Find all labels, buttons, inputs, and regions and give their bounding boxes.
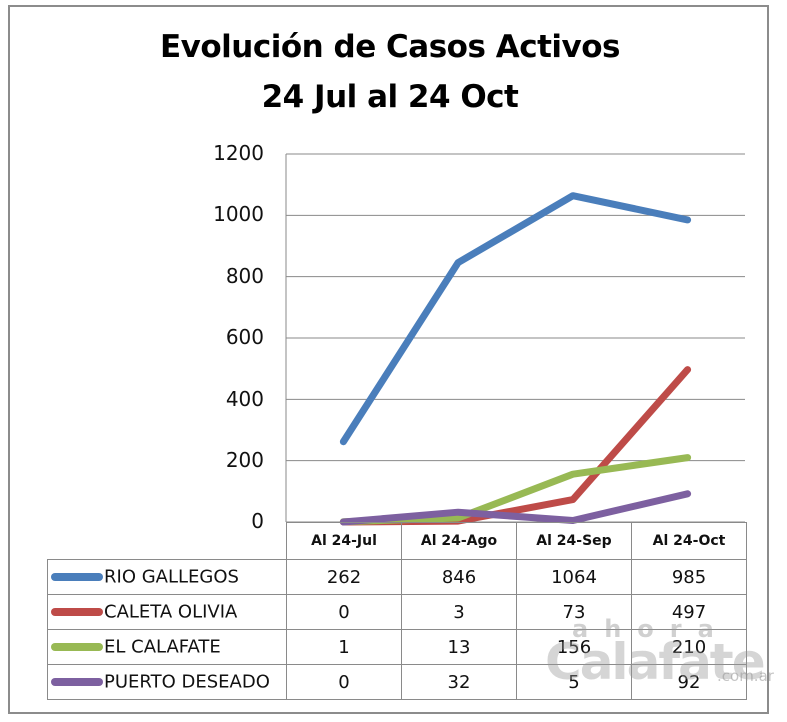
table-cell: 5 bbox=[516, 664, 632, 700]
series-label: EL CALAFATE bbox=[104, 636, 221, 658]
column-header: Al 24-Oct bbox=[631, 522, 747, 560]
table-cell: 32 bbox=[401, 664, 517, 700]
table-corner bbox=[47, 522, 287, 560]
legend-entry: RIO GALLEGOS bbox=[47, 559, 287, 595]
legend-swatch-icon bbox=[51, 608, 103, 617]
gridlines bbox=[285, 153, 745, 523]
table-cell: 92 bbox=[631, 664, 747, 700]
legend-entry: CALETA OLIVIA bbox=[47, 594, 287, 630]
chart-title-line2: 24 Jul al 24 Oct bbox=[261, 79, 519, 115]
table-cell: 1 bbox=[286, 629, 402, 665]
series-line bbox=[339, 490, 692, 526]
table-row: RIO GALLEGOS 262 846 1064 985 bbox=[47, 559, 747, 595]
table-cell: 13 bbox=[401, 629, 517, 665]
table-cell: 497 bbox=[631, 594, 747, 630]
table-cell: 1064 bbox=[516, 559, 632, 595]
legend-entry: PUERTO DESEADO bbox=[47, 664, 287, 700]
y-tick-label: 200 bbox=[225, 448, 264, 472]
legend-entry: EL CALAFATE bbox=[47, 629, 287, 665]
table-row: CALETA OLIVIA 0 3 73 497 bbox=[47, 594, 747, 630]
series-label: PUERTO DESEADO bbox=[104, 671, 270, 693]
column-header: Al 24-Jul bbox=[286, 522, 402, 560]
table-cell: 262 bbox=[286, 559, 402, 595]
chart-title: Evolución de Casos Activos 24 Jul al 24 … bbox=[0, 22, 780, 122]
series-line bbox=[339, 192, 692, 446]
y-tick-label: 800 bbox=[225, 264, 264, 288]
table-cell: 73 bbox=[516, 594, 632, 630]
series-lines bbox=[339, 192, 692, 526]
table-header-row: Al 24-Jul Al 24-Ago Al 24-Sep Al 24-Oct bbox=[47, 522, 747, 560]
legend-swatch-icon bbox=[51, 678, 103, 687]
series-label: RIO GALLEGOS bbox=[104, 566, 239, 588]
table-cell: 3 bbox=[401, 594, 517, 630]
legend-swatch-icon bbox=[51, 573, 103, 582]
table-cell: 0 bbox=[286, 664, 402, 700]
table-cell: 0 bbox=[286, 594, 402, 630]
table-cell: 156 bbox=[516, 629, 632, 665]
table-cell: 846 bbox=[401, 559, 517, 595]
table-row: PUERTO DESEADO 0 32 5 92 bbox=[47, 664, 747, 700]
table-row: EL CALAFATE 1 13 156 210 bbox=[47, 629, 747, 665]
column-header: Al 24-Sep bbox=[516, 522, 632, 560]
data-table: Al 24-Jul Al 24-Ago Al 24-Sep Al 24-Oct … bbox=[47, 522, 747, 700]
y-tick-label: 1000 bbox=[213, 202, 264, 226]
series-label: CALETA OLIVIA bbox=[104, 601, 238, 623]
table-cell: 985 bbox=[631, 559, 747, 595]
y-tick-label: 600 bbox=[225, 325, 264, 349]
y-tick-label: 400 bbox=[225, 387, 264, 411]
y-tick-label: 1200 bbox=[213, 141, 264, 165]
column-header: Al 24-Ago bbox=[401, 522, 517, 560]
table-cell: 210 bbox=[631, 629, 747, 665]
chart-title-line1: Evolución de Casos Activos bbox=[160, 29, 620, 65]
legend-swatch-icon bbox=[51, 643, 103, 652]
